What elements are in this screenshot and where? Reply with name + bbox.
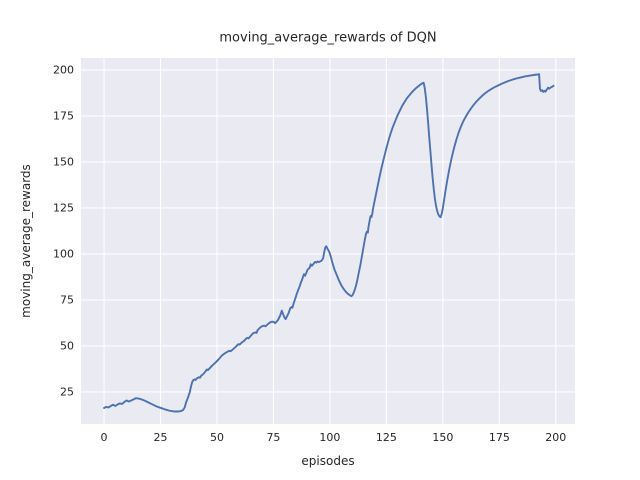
plot-background [81,58,575,424]
x-tick-label: 100 [319,431,341,444]
y-tick-label: 75 [60,293,74,307]
x-axis-label: episodes [301,454,355,468]
x-tick-label: 50 [209,431,224,444]
y-tick-label: 50 [60,339,74,353]
y-tick-label: 125 [53,201,74,215]
x-tick-label: 175 [488,431,510,444]
y-tick-label: 200 [53,63,74,77]
x-tick-label: 75 [266,431,281,444]
x-tick-label: 125 [375,431,397,444]
x-tick-label: 0 [100,431,108,444]
y-axis-label: moving_average_rewards [19,164,33,318]
y-tick-label: 175 [53,109,74,123]
y-tick-label: 25 [60,385,74,399]
x-tick-label: 150 [432,431,454,444]
series-line [103,73,555,413]
x-tick-label: 25 [153,431,168,444]
x-tick-label: 200 [545,431,567,444]
chart-title: moving_average_rewards of DQN [219,30,437,46]
y-tick-label: 100 [53,247,74,261]
y-tick-label: 150 [53,155,74,169]
